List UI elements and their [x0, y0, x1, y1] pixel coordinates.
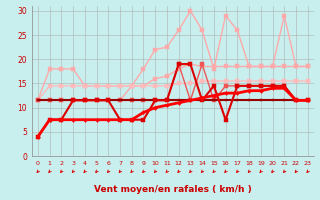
X-axis label: Vent moyen/en rafales ( km/h ): Vent moyen/en rafales ( km/h ): [94, 185, 252, 194]
